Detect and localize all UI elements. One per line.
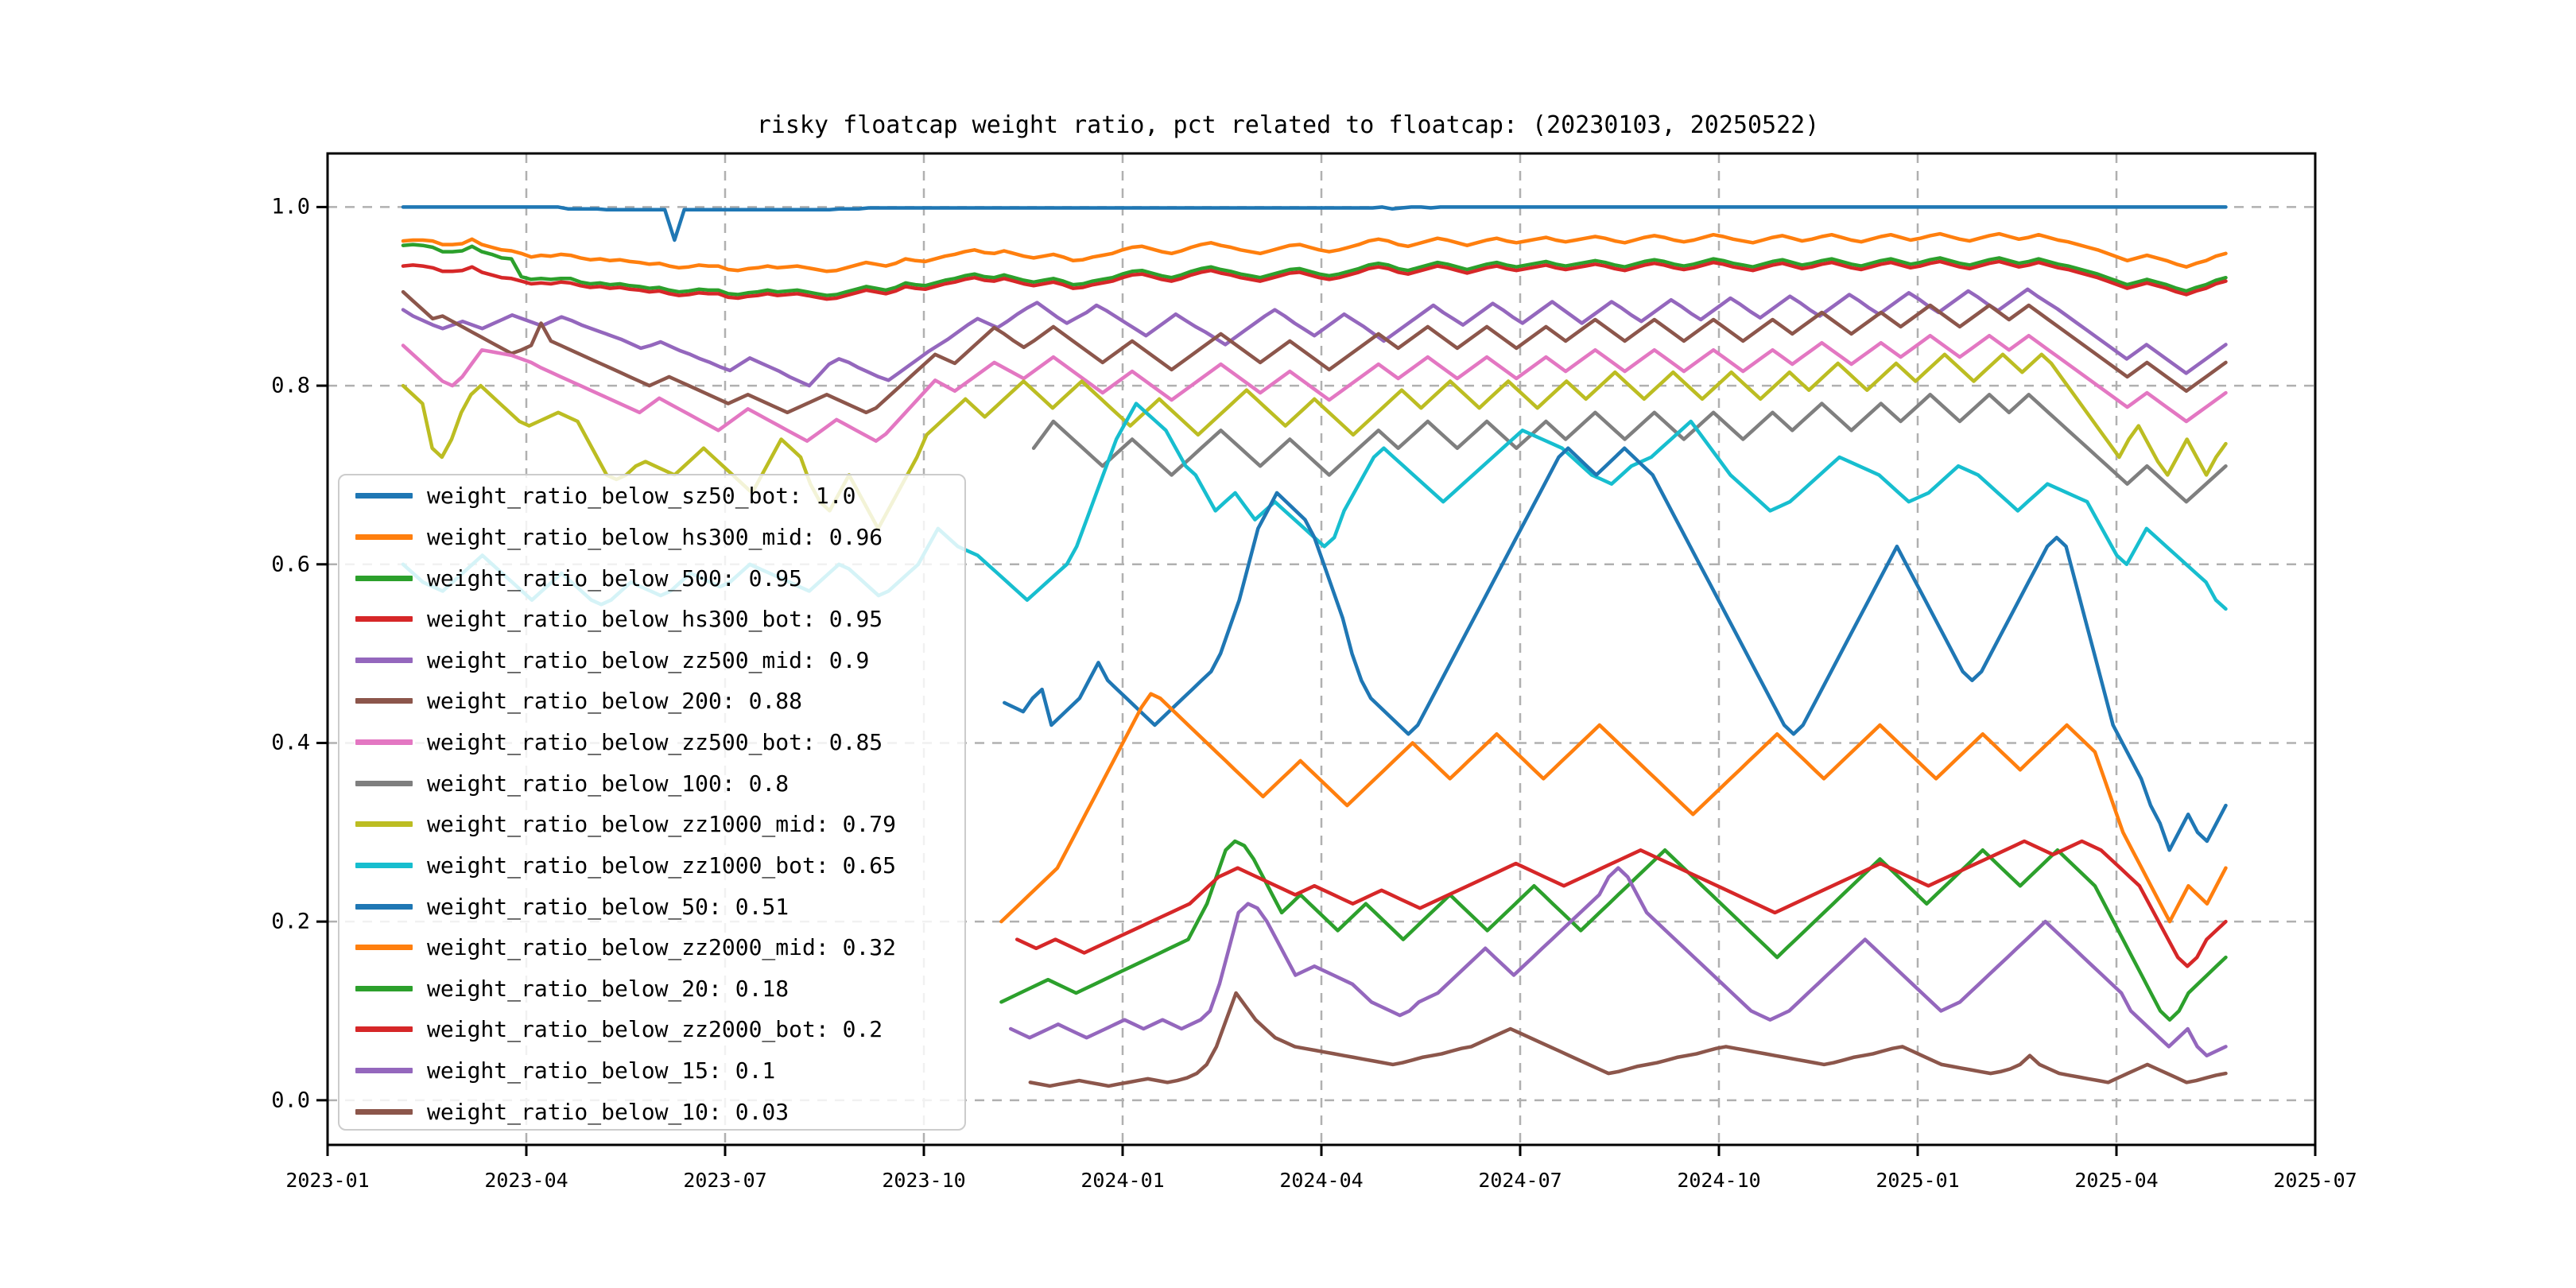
x-tick-label: 2024-01: [1080, 1169, 1165, 1192]
x-tick-label: 2023-10: [882, 1169, 966, 1192]
x-tick-label: 2025-07: [2273, 1169, 2357, 1192]
chart-title: risky floatcap weight ratio, pct related…: [756, 111, 1820, 139]
legend-item-label: weight_ratio_below_zz500_bot: 0.85: [427, 729, 883, 756]
legend-item-label: weight_ratio_below_15: 0.1: [427, 1057, 776, 1084]
legend-item-label: weight_ratio_below_sz50_bot: 1.0: [427, 483, 856, 510]
legend-color-swatch: [355, 698, 413, 704]
series-line-weight_ratio_below_10: [1028, 991, 2228, 1088]
x-tick-label: 2025-04: [2074, 1169, 2159, 1192]
series-line-weight_ratio_below_hs300_bot: [401, 259, 2228, 301]
legend-item-label: weight_ratio_below_zz1000_bot: 0.65: [427, 852, 897, 879]
legend-item-weight_ratio_below_sz50_bot[interactable]: weight_ratio_below_sz50_bot: 1.0: [339, 475, 964, 517]
x-tick-label: 2024-04: [1279, 1169, 1364, 1192]
series-line-weight_ratio_below_sz50_bot: [401, 205, 2228, 242]
y-tick-label: 0.2: [271, 909, 310, 934]
legend-color-swatch: [355, 1026, 413, 1033]
x-tick-label: 2024-07: [1478, 1169, 1562, 1192]
legend-item-weight_ratio_below_100[interactable]: weight_ratio_below_100: 0.8: [339, 762, 964, 804]
series-line-weight_ratio_below_zz2000_bot: [1014, 839, 2228, 968]
legend-item-weight_ratio_below_zz500_bot[interactable]: weight_ratio_below_zz500_bot: 0.85: [339, 722, 964, 763]
x-tick-label: 2023-01: [285, 1169, 370, 1192]
legend-color-swatch: [355, 493, 413, 499]
legend-item-weight_ratio_below_zz1000_bot[interactable]: weight_ratio_below_zz1000_bot: 0.65: [339, 845, 964, 886]
legend-item-label: weight_ratio_below_20: 0.18: [427, 975, 789, 1002]
legend-color-swatch: [355, 1108, 413, 1115]
series-lines-layer: [401, 205, 2228, 1088]
series-line-weight_ratio_below_zz500_bot: [401, 333, 2228, 443]
legend-color-swatch: [355, 616, 413, 623]
legend-item-label: weight_ratio_below_100: 0.8: [427, 770, 789, 797]
legend-item-weight_ratio_below_500[interactable]: weight_ratio_below_500: 0.95: [339, 557, 964, 599]
legend-item-weight_ratio_below_zz2000_bot[interactable]: weight_ratio_below_zz2000_bot: 0.2: [339, 1009, 964, 1050]
legend-item-weight_ratio_below_hs300_mid[interactable]: weight_ratio_below_hs300_mid: 0.96: [339, 517, 964, 558]
legend-item-weight_ratio_below_50[interactable]: weight_ratio_below_50: 0.51: [339, 886, 964, 927]
legend-item-weight_ratio_below_hs300_bot[interactable]: weight_ratio_below_hs300_bot: 0.95: [339, 599, 964, 640]
legend-color-swatch: [355, 739, 413, 746]
x-tick-label: 2024-10: [1677, 1169, 1761, 1192]
legend-color-swatch: [355, 985, 413, 991]
legend-item-weight_ratio_below_15[interactable]: weight_ratio_below_15: 0.1: [339, 1050, 964, 1092]
legend-item-label: weight_ratio_below_hs300_bot: 0.95: [427, 606, 883, 633]
legend-item-weight_ratio_below_zz1000_mid[interactable]: weight_ratio_below_zz1000_mid: 0.79: [339, 804, 964, 845]
legend-item-label: weight_ratio_below_500: 0.95: [427, 564, 803, 592]
y-tick-label: 0.0: [271, 1088, 310, 1113]
series-line-weight_ratio_below_15: [1008, 866, 2228, 1057]
series-line-weight_ratio_below_zz1000_mid: [401, 352, 2228, 531]
series-line-weight_ratio_below_20: [999, 839, 2228, 1022]
legend-color-swatch: [355, 533, 413, 540]
legend-color-swatch: [355, 862, 413, 868]
legend-color-swatch: [355, 945, 413, 951]
x-tick-label: 2023-04: [484, 1169, 568, 1192]
legend-item-weight_ratio_below_200[interactable]: weight_ratio_below_200: 0.88: [339, 681, 964, 722]
legend-item-label: weight_ratio_below_50: 0.51: [427, 893, 789, 920]
legend-item-label: weight_ratio_below_zz2000_mid: 0.32: [427, 934, 897, 961]
legend-color-swatch: [355, 1068, 413, 1074]
y-tick-label: 0.8: [271, 373, 310, 398]
legend-item-label: weight_ratio_below_zz1000_mid: 0.79: [427, 811, 897, 838]
legend-color-swatch: [355, 657, 413, 663]
legend-item-label: weight_ratio_below_10: 0.03: [427, 1098, 789, 1125]
legend-item-weight_ratio_below_zz2000_mid[interactable]: weight_ratio_below_zz2000_mid: 0.32: [339, 927, 964, 968]
x-tick-label: 2025-01: [1876, 1169, 1960, 1192]
y-tick-label: 0.6: [271, 552, 310, 577]
tick-marks-layer: [316, 205, 2317, 1156]
legend-item-label: weight_ratio_below_zz2000_bot: 0.2: [427, 1016, 883, 1043]
legend-color-swatch: [355, 780, 413, 786]
x-tick-label: 2023-07: [683, 1169, 767, 1192]
series-line-weight_ratio_below_zz500_mid: [401, 287, 2228, 388]
chart-legend[interactable]: weight_ratio_below_sz50_bot: 1.0 weight_r…: [338, 474, 966, 1131]
legend-color-swatch: [355, 903, 413, 910]
legend-item-weight_ratio_below_10[interactable]: weight_ratio_below_10: 0.03: [339, 1091, 964, 1132]
legend-color-swatch: [355, 575, 413, 581]
legend-item-weight_ratio_below_zz500_mid[interactable]: weight_ratio_below_zz500_mid: 0.9: [339, 640, 964, 681]
series-line-weight_ratio_below_hs300_mid: [401, 231, 2228, 274]
legend-item-weight_ratio_below_20[interactable]: weight_ratio_below_20: 0.18: [339, 968, 964, 1010]
series-line-weight_ratio_below_500: [401, 242, 2228, 297]
legend-item-label: weight_ratio_below_zz500_mid: 0.9: [427, 646, 870, 673]
series-line-weight_ratio_below_100: [1031, 393, 2228, 504]
series-line-weight_ratio_below_200: [401, 289, 2228, 415]
y-tick-label: 0.4: [271, 730, 310, 755]
series-line-weight_ratio_below_50: [1003, 446, 2228, 852]
y-tick-label: 1.0: [271, 194, 310, 219]
legend-item-label: weight_ratio_below_hs300_mid: 0.96: [427, 523, 883, 550]
legend-color-swatch: [355, 821, 413, 828]
legend-item-label: weight_ratio_below_200: 0.88: [427, 688, 803, 715]
series-line-weight_ratio_below_zz2000_mid: [999, 692, 2228, 924]
